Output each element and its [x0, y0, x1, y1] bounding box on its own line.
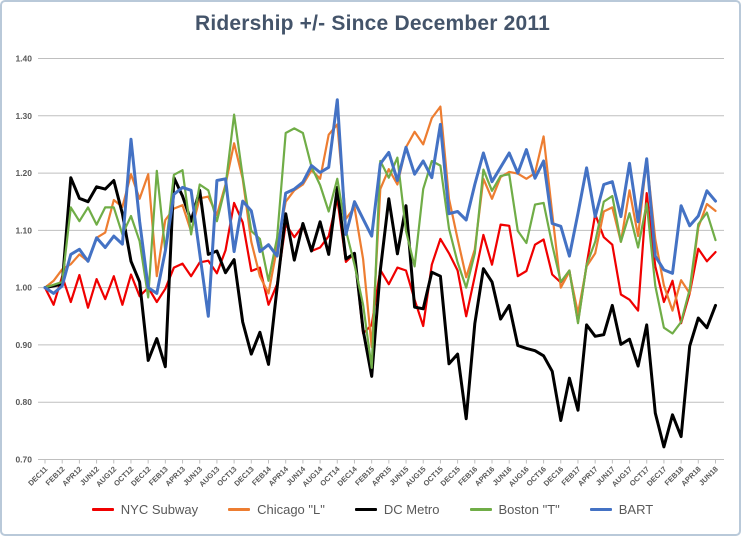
legend-item-dc-metro: DC Metro: [354, 502, 440, 517]
legend-swatch-boston-t: [469, 508, 492, 511]
y-axis-tick-label: 0.90: [15, 340, 32, 350]
series-line-boston-t: [43, 113, 717, 369]
legend-swatch-chicago-l: [228, 508, 251, 511]
legend-swatch-dc-metro: [354, 508, 377, 511]
legend-label-nyc-subway: NYC Subway: [120, 502, 199, 517]
series-line-chicago-l: [43, 105, 717, 349]
legend-label-bart: BART: [618, 502, 654, 517]
series-line-dc-metro: [43, 176, 717, 449]
legend-label-dc-metro: DC Metro: [383, 502, 440, 517]
x-axis-tick-label: JUN18: [697, 465, 720, 488]
legend: NYC Subway Chicago "L" DC Metro Boston "T" B…: [2, 502, 741, 517]
legend-label-boston-t: Boston "T": [498, 502, 560, 517]
y-axis-tick-label: 1.10: [15, 225, 32, 235]
y-axis-tick-label: 0.80: [15, 397, 32, 407]
y-axis-tick-label: 1.20: [15, 168, 32, 178]
plot-area: 0.700.800.901.001.101.201.301.40DEC11FEB…: [15, 54, 724, 489]
y-axis-tick-label: 0.70: [15, 455, 32, 465]
y-axis-tick-label: 1.40: [15, 54, 32, 64]
legend-item-chicago-l: Chicago "L": [228, 502, 325, 517]
series-line-bart: [43, 98, 717, 318]
chart-title: Ridership +/- Since December 2011: [194, 12, 551, 35]
y-axis-tick-label: 1.00: [15, 283, 32, 293]
legend-item-bart: BART: [589, 502, 654, 517]
legend-swatch-nyc-subway: [91, 508, 114, 511]
legend-item-nyc-subway: NYC Subway: [91, 502, 199, 517]
legend-label-chicago-l: Chicago "L": [257, 502, 325, 517]
legend-item-boston-t: Boston "T": [469, 502, 560, 517]
y-axis-tick-label: 1.30: [15, 111, 32, 121]
legend-swatch-bart: [589, 508, 612, 511]
